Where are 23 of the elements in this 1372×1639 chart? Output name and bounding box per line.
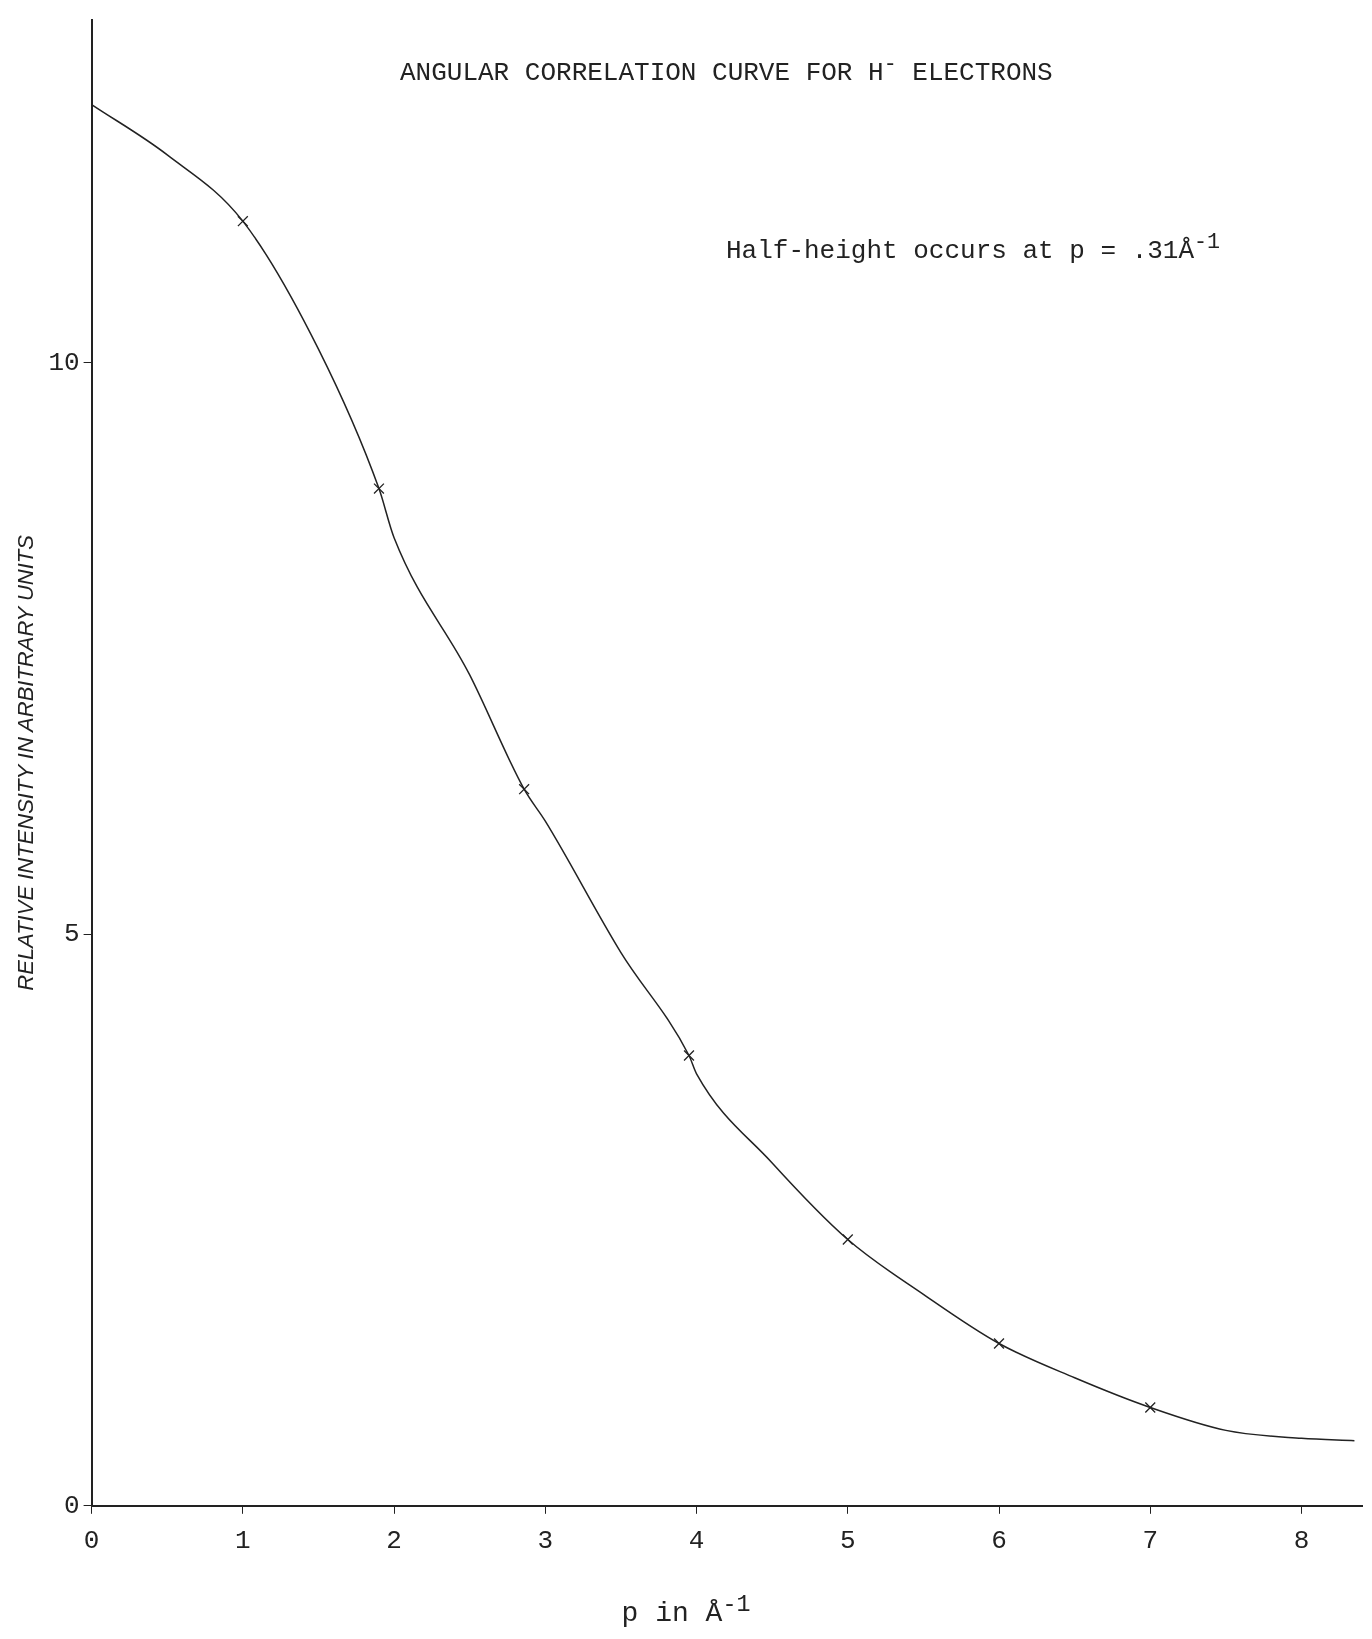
point	[237, 215, 249, 227]
x-axis-title: p in Å$^{-1}$	[620, 1592, 752, 1630]
annotation: Half-height occurs at p = .31Å$^{-1}$	[726, 230, 1221, 266]
x-tick-label: 3	[537, 1526, 554, 1557]
point	[993, 1337, 1005, 1350]
point	[518, 783, 530, 795]
point	[1144, 1401, 1156, 1414]
point	[683, 1049, 695, 1062]
y-axis-title: RELATIVE INTENSITY IN ARBITRARY UNITS	[13, 534, 39, 991]
y-tick-label: 10	[48, 347, 80, 378]
x-tick-label: 5	[839, 1526, 856, 1557]
x-tick-label: 1	[235, 1526, 251, 1557]
point	[842, 1233, 854, 1246]
x-tick-label: 6	[991, 1526, 1007, 1557]
y-tick-label: 0	[64, 1490, 80, 1521]
x-tick-label: 4	[688, 1526, 705, 1557]
y-tick-label: 5	[64, 919, 80, 950]
x-tick-label: 2	[386, 1526, 402, 1557]
x-tick-label: 7	[1142, 1526, 1159, 1557]
point	[373, 483, 385, 495]
x-tick-label: 8	[1293, 1526, 1310, 1557]
x-tick-label: 0	[83, 1526, 100, 1557]
text: ANGULAR CORRELATION CURVE FOR H$^{-}$ ELECTRONS	[400, 52, 1053, 88]
